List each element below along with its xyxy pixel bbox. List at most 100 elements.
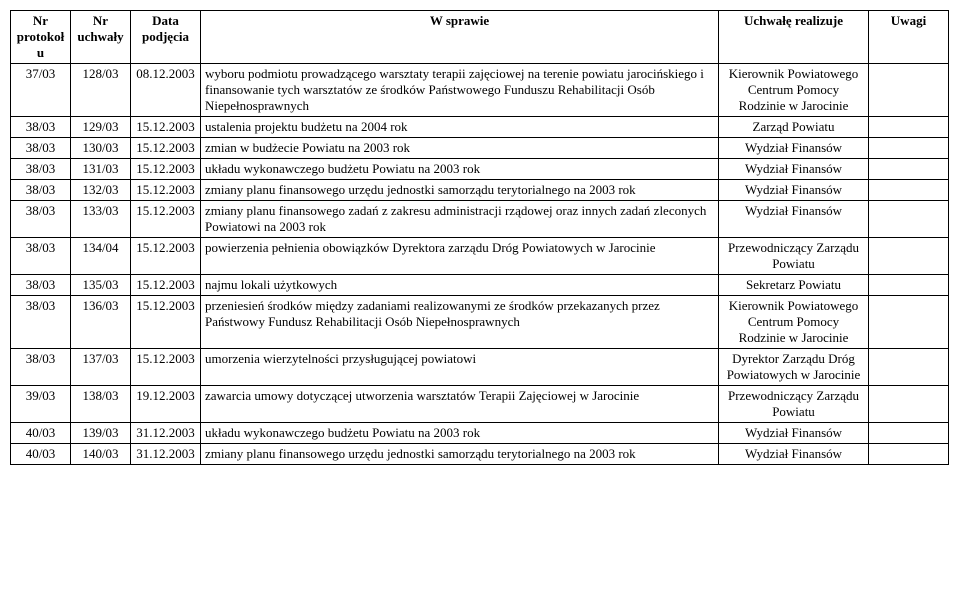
- cell: 38/03: [11, 138, 71, 159]
- cell: wyboru podmiotu prowadzącego warsztaty t…: [201, 64, 719, 117]
- cell: 131/03: [71, 159, 131, 180]
- cell: 138/03: [71, 386, 131, 423]
- cell: 40/03: [11, 444, 71, 465]
- cell: 15.12.2003: [131, 349, 201, 386]
- cell: Kierownik Powiatowego Centrum Pomocy Rod…: [719, 296, 869, 349]
- cell: 15.12.2003: [131, 117, 201, 138]
- cell: Wydział Finansów: [719, 138, 869, 159]
- cell: 140/03: [71, 444, 131, 465]
- cell: 134/04: [71, 238, 131, 275]
- cell: 37/03: [11, 64, 71, 117]
- cell: 15.12.2003: [131, 238, 201, 275]
- cell: 31.12.2003: [131, 444, 201, 465]
- col-header-2: Nr uchwały: [71, 11, 131, 64]
- cell: Wydział Finansów: [719, 201, 869, 238]
- header-row: Nr protokoł u Nr uchwały Data podjęcia W…: [11, 11, 949, 64]
- cell: ustalenia projektu budżetu na 2004 rok: [201, 117, 719, 138]
- cell: przeniesień środków między zadaniami rea…: [201, 296, 719, 349]
- table-head: Nr protokoł u Nr uchwały Data podjęcia W…: [11, 11, 949, 64]
- cell: najmu lokali użytkowych: [201, 275, 719, 296]
- cell: Wydział Finansów: [719, 423, 869, 444]
- col-header-5: Uchwałę realizuje: [719, 11, 869, 64]
- cell: [869, 159, 949, 180]
- cell: [869, 201, 949, 238]
- cell: 133/03: [71, 201, 131, 238]
- cell: 132/03: [71, 180, 131, 201]
- cell: 40/03: [11, 423, 71, 444]
- cell: 139/03: [71, 423, 131, 444]
- cell: [869, 423, 949, 444]
- cell: [869, 64, 949, 117]
- cell: zmiany planu finansowego urzędu jednostk…: [201, 180, 719, 201]
- table-row: 38/03134/0415.12.2003powierzenia pełnien…: [11, 238, 949, 275]
- cell: 38/03: [11, 296, 71, 349]
- cell: 39/03: [11, 386, 71, 423]
- cell: 38/03: [11, 275, 71, 296]
- table-row: 40/03139/0331.12.2003układu wykonawczego…: [11, 423, 949, 444]
- cell: układu wykonawczego budżetu Powiatu na 2…: [201, 423, 719, 444]
- cell: 129/03: [71, 117, 131, 138]
- cell: układu wykonawczego budżetu Powiatu na 2…: [201, 159, 719, 180]
- cell: Wydział Finansów: [719, 159, 869, 180]
- cell: powierzenia pełnienia obowiązków Dyrekto…: [201, 238, 719, 275]
- cell: [869, 180, 949, 201]
- cell: 130/03: [71, 138, 131, 159]
- cell: 15.12.2003: [131, 159, 201, 180]
- cell: 136/03: [71, 296, 131, 349]
- table-row: 38/03135/0315.12.2003najmu lokali użytko…: [11, 275, 949, 296]
- cell: [869, 117, 949, 138]
- cell: 137/03: [71, 349, 131, 386]
- cell: 128/03: [71, 64, 131, 117]
- cell: zawarcia umowy dotyczącej utworzenia war…: [201, 386, 719, 423]
- table-row: 37/03128/0308.12.2003wyboru podmiotu pro…: [11, 64, 949, 117]
- cell: 38/03: [11, 238, 71, 275]
- cell: 15.12.2003: [131, 201, 201, 238]
- cell: Przewodniczący Zarządu Powiatu: [719, 386, 869, 423]
- table-row: 38/03132/0315.12.2003zmiany planu finans…: [11, 180, 949, 201]
- cell: 38/03: [11, 117, 71, 138]
- cell: [869, 444, 949, 465]
- cell: 15.12.2003: [131, 138, 201, 159]
- cell: zmiany planu finansowego zadań z zakresu…: [201, 201, 719, 238]
- cell: 08.12.2003: [131, 64, 201, 117]
- table-row: 38/03136/0315.12.2003przeniesień środków…: [11, 296, 949, 349]
- cell: [869, 349, 949, 386]
- cell: 38/03: [11, 201, 71, 238]
- cell: Sekretarz Powiatu: [719, 275, 869, 296]
- table-row: 38/03137/0315.12.2003umorzenia wierzytel…: [11, 349, 949, 386]
- cell: [869, 296, 949, 349]
- col-header-3: Data podjęcia: [131, 11, 201, 64]
- data-table: Nr protokoł u Nr uchwały Data podjęcia W…: [10, 10, 949, 465]
- cell: [869, 238, 949, 275]
- cell: 15.12.2003: [131, 296, 201, 349]
- col-header-1: Nr protokoł u: [11, 11, 71, 64]
- col-header-4: W sprawie: [201, 11, 719, 64]
- cell: 135/03: [71, 275, 131, 296]
- cell: [869, 386, 949, 423]
- cell: 38/03: [11, 349, 71, 386]
- cell: 38/03: [11, 159, 71, 180]
- cell: 19.12.2003: [131, 386, 201, 423]
- cell: zmian w budżecie Powiatu na 2003 rok: [201, 138, 719, 159]
- table-row: 40/03140/0331.12.2003zmiany planu finans…: [11, 444, 949, 465]
- cell: 15.12.2003: [131, 275, 201, 296]
- cell: 31.12.2003: [131, 423, 201, 444]
- cell: umorzenia wierzytelności przysługującej …: [201, 349, 719, 386]
- cell: 15.12.2003: [131, 180, 201, 201]
- cell: zmiany planu finansowego urzędu jednostk…: [201, 444, 719, 465]
- cell: [869, 138, 949, 159]
- table-body: 37/03128/0308.12.2003wyboru podmiotu pro…: [11, 64, 949, 465]
- table-row: 39/03138/0319.12.2003zawarcia umowy doty…: [11, 386, 949, 423]
- cell: Wydział Finansów: [719, 444, 869, 465]
- col-header-6: Uwagi: [869, 11, 949, 64]
- cell: Przewodniczący Zarządu Powiatu: [719, 238, 869, 275]
- table-row: 38/03133/0315.12.2003zmiany planu finans…: [11, 201, 949, 238]
- cell: [869, 275, 949, 296]
- cell: 38/03: [11, 180, 71, 201]
- table-row: 38/03129/0315.12.2003ustalenia projektu …: [11, 117, 949, 138]
- cell: Zarząd Powiatu: [719, 117, 869, 138]
- table-row: 38/03131/0315.12.2003układu wykonawczego…: [11, 159, 949, 180]
- table-row: 38/03130/0315.12.2003zmian w budżecie Po…: [11, 138, 949, 159]
- cell: Wydział Finansów: [719, 180, 869, 201]
- cell: Kierownik Powiatowego Centrum Pomocy Rod…: [719, 64, 869, 117]
